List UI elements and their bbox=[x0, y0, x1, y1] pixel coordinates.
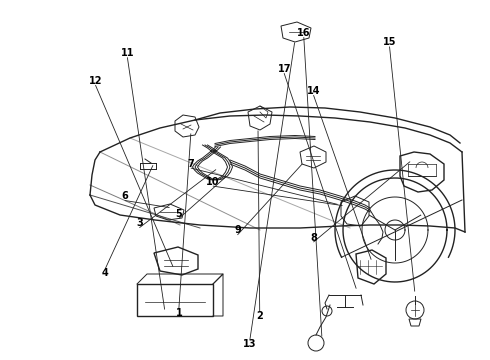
Text: 12: 12 bbox=[89, 76, 102, 86]
Text: 14: 14 bbox=[307, 86, 320, 96]
Text: 7: 7 bbox=[188, 159, 195, 169]
Text: 5: 5 bbox=[175, 209, 182, 219]
Text: 8: 8 bbox=[310, 233, 317, 243]
Text: 15: 15 bbox=[383, 37, 396, 48]
Text: 3: 3 bbox=[136, 218, 143, 228]
Text: 10: 10 bbox=[206, 177, 220, 187]
Text: 11: 11 bbox=[121, 48, 134, 58]
Text: 17: 17 bbox=[277, 64, 291, 74]
Text: 6: 6 bbox=[122, 191, 128, 201]
Text: 9: 9 bbox=[234, 225, 241, 235]
Text: 2: 2 bbox=[256, 311, 263, 321]
Text: 13: 13 bbox=[243, 339, 257, 349]
Text: 16: 16 bbox=[297, 28, 311, 38]
Text: 1: 1 bbox=[175, 308, 182, 318]
Text: 4: 4 bbox=[102, 268, 109, 278]
